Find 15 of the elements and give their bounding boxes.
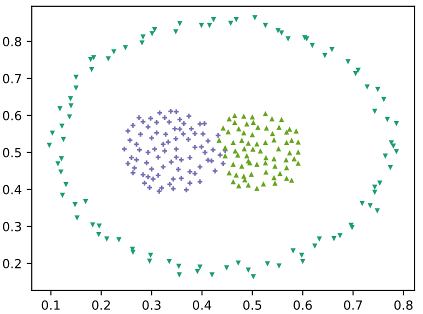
- y-tick-label: 0.7: [2, 74, 21, 84]
- x-tick-label: 0.5: [243, 300, 262, 310]
- y-tick-label: 0.3: [2, 222, 21, 232]
- x-tick-label: 0.7: [344, 300, 362, 310]
- x-tick-label: 0.4: [192, 300, 212, 310]
- x-tick-label: 0.8: [394, 300, 413, 310]
- x-tick-label: 0.6: [294, 300, 312, 310]
- x-tick-label: 0.3: [142, 300, 161, 310]
- x-tick-label: 0.2: [92, 300, 110, 310]
- y-tick-label: 0.5: [2, 148, 21, 158]
- y-tick-label: 0.4: [2, 184, 22, 194]
- y-tick-label: 0.2: [2, 258, 21, 268]
- x-tick-label: 0.1: [42, 300, 60, 310]
- y-tick-label: 0.6: [2, 110, 22, 120]
- y-tick-label: 0.8: [2, 36, 22, 46]
